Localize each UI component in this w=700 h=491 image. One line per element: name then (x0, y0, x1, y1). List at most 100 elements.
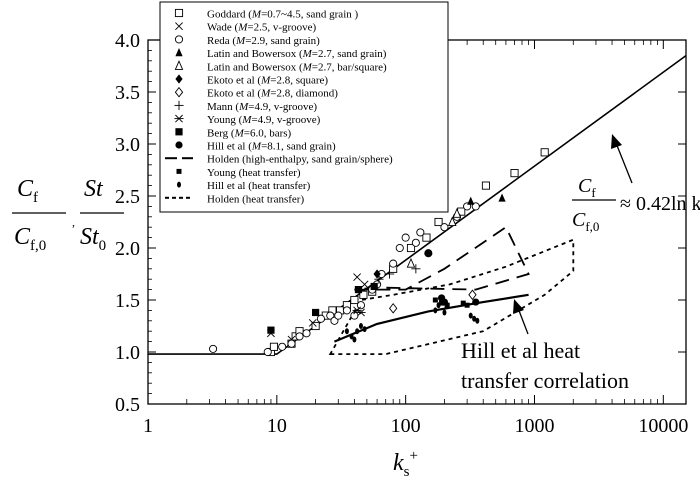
hill-annotation: Hill et al heat transfer correlation (461, 338, 629, 393)
data-point-open-square (481, 181, 490, 190)
legend-marker-filled-circle (175, 141, 183, 149)
legend-marker-filled-diamond (175, 74, 183, 84)
x-axis-label: ks+ (393, 448, 418, 480)
y-tick-label: 1.5 (115, 290, 140, 312)
data-point-plus (411, 264, 421, 274)
legend-marker-asterisk (174, 114, 184, 123)
data-point-cross (353, 273, 362, 282)
legend-entry: Ekoto et al (M=2.8, square) (207, 75, 328, 87)
data-point-small-filled-circle (433, 307, 438, 314)
data-point-cross (308, 318, 317, 327)
svg-text:Cf,0: Cf,0 (572, 209, 599, 234)
data-point-open-circle (326, 311, 335, 320)
y-tick-label: 2.5 (115, 186, 140, 208)
legend-marker-small-filled-circle (177, 181, 181, 188)
data-point-open-circle (295, 332, 304, 341)
data-point-small-filled-circle (436, 302, 441, 309)
data-point-cross (360, 280, 369, 289)
x-tick-label: 10 (267, 415, 287, 437)
data-point-open-circle (287, 339, 296, 348)
data-point-open-square (269, 342, 279, 351)
data-point-filled-square (354, 286, 363, 294)
data-point-open-square (422, 233, 431, 242)
legend: Goddard (M=0.7~4.5, sand grain )Wade (M=… (159, 1, 449, 213)
correlation-arrow (611, 134, 633, 184)
legend-marker-cross (175, 22, 183, 31)
data-point-open-circle (401, 233, 410, 242)
data-point-small-filled-square (460, 300, 466, 306)
legend-marker-open-circle (174, 35, 184, 44)
y-tick-label: 1.0 (115, 342, 140, 364)
x-tick-label: 10000 (638, 415, 688, 437)
regions (328, 225, 575, 356)
legend-marker-open-diamond (174, 86, 184, 98)
data-point-small-filled-square (432, 297, 438, 303)
data-point-filled-triangle (467, 196, 475, 205)
data-point-open-circle (389, 259, 398, 268)
legend-entry: Hill et al (M=8.1, sand grain) (207, 141, 336, 153)
hill-arrow (513, 299, 529, 335)
legend-marker-small-filled-square (176, 168, 182, 174)
data-point-small-filled-circle (442, 309, 447, 316)
data-point-small-filled-circle (362, 326, 367, 333)
data-point-open-circle (316, 314, 325, 323)
data-point-open-square (510, 169, 519, 178)
data-point-open-diamond (389, 302, 398, 314)
data-point-open-circle (342, 306, 351, 315)
data-point-filled-square (370, 282, 378, 291)
data-point-filled-circle (472, 298, 480, 306)
holden-high-enthalpy-region (354, 225, 530, 291)
data-point-small-filled-square (439, 300, 445, 306)
y-tick-label: 3.5 (115, 82, 140, 104)
legend-marker-open-triangle (174, 60, 184, 70)
data-point-open-square (350, 295, 359, 305)
data-point-open-circle (440, 223, 449, 232)
data-point-open-square (406, 243, 416, 253)
data-point-open-circle (334, 311, 343, 320)
svg-text:transfer correlation: transfer correlation (461, 368, 629, 393)
data-point-open-circle (263, 347, 272, 357)
legend-entry: Young (M=4.9, v-groove) (207, 114, 321, 126)
data-point-small-filled-square (464, 302, 470, 308)
x-tick-label: 1000 (514, 415, 554, 437)
y-tick-label: 3.0 (115, 134, 140, 156)
data-point-asterisk (356, 308, 366, 317)
y-tick-label: 0.5 (115, 394, 140, 416)
data-point-small-filled-circle (475, 317, 480, 324)
data-point-plus (374, 274, 384, 284)
tick-labels: 0.5 1.0 1.5 2.0 2.5 3.0 3.5 4.0 1 10 100 1000 10000 (115, 30, 688, 437)
legend-entry: Latin and Bowersox (M=2.7, bar/square) (207, 61, 387, 73)
holden-heat-transfer-region (328, 238, 575, 356)
data-point-small-filled-circle (358, 323, 363, 329)
legend-entry: Wade (M=2.5, v-groove) (207, 22, 317, 34)
legend-entry: Ekoto et al (M=2.8, diamond) (207, 88, 338, 100)
data-point-open-triangle (447, 216, 457, 227)
ylabel-num2: St (84, 176, 104, 202)
data-point-open-square (540, 148, 549, 157)
ylabel-sep: , (72, 215, 75, 229)
data-point-open-circle (302, 329, 311, 338)
svg-text:Hill et al heat: Hill et al heat (461, 338, 580, 363)
data-point-small-filled-circle (352, 336, 357, 343)
data-point-small-filled-square (444, 302, 450, 308)
data-point-filled-square (312, 308, 320, 317)
data-point-small-filled-circle (472, 315, 477, 322)
legend-marker-plus (174, 100, 184, 110)
data-point-open-circle (356, 301, 366, 310)
ylabel-den2: St0 (80, 224, 106, 254)
points (209, 148, 549, 357)
data-point-open-triangle (452, 207, 462, 218)
data-point-open-square (434, 217, 443, 227)
legend-entry: Berg (M=6.0, bars) (207, 127, 292, 139)
ylabel-num1: Cf (17, 176, 38, 206)
legend-marker-filled-triangle (175, 48, 183, 57)
data-point-plus (384, 269, 395, 279)
data-point-open-square (359, 290, 368, 299)
legend-entry: Mann (M=4.9, v-groove) (207, 101, 317, 113)
svg-text:≈ 0.42ln ks+: ≈ 0.42ln ks+ (620, 189, 700, 218)
data-point-small-filled-circle (468, 312, 473, 319)
data-point-filled-circle (424, 249, 432, 257)
data-point-open-circle (278, 342, 287, 351)
legend-entry: Holden (high-enthalpy, sand grain/sphere… (207, 154, 393, 166)
